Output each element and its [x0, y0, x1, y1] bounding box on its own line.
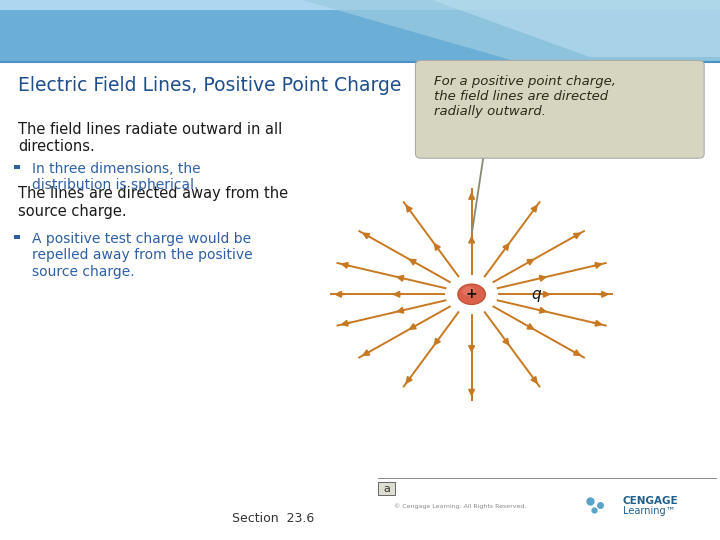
Text: In three dimensions, the
distribution is spherical.: In three dimensions, the distribution is…	[32, 162, 201, 192]
Polygon shape	[302, 0, 720, 62]
Circle shape	[457, 284, 486, 305]
Text: +: +	[466, 287, 477, 301]
Circle shape	[462, 286, 475, 296]
Text: Section  23.6: Section 23.6	[233, 512, 315, 525]
FancyBboxPatch shape	[14, 165, 20, 169]
Text: CENGAGE: CENGAGE	[623, 496, 678, 506]
Text: A positive test charge would be
repelled away from the positive
source charge.: A positive test charge would be repelled…	[32, 232, 253, 279]
Text: Learning™: Learning™	[623, 506, 675, 516]
Text: The field lines radiate outward in all
directions.: The field lines radiate outward in all d…	[18, 122, 282, 154]
Text: Electric Field Lines, Positive Point Charge: Electric Field Lines, Positive Point Cha…	[18, 76, 401, 94]
FancyBboxPatch shape	[415, 60, 704, 158]
Text: $q$: $q$	[531, 288, 542, 304]
FancyBboxPatch shape	[378, 482, 395, 495]
FancyBboxPatch shape	[0, 0, 720, 62]
Text: For a positive point charge,
the field lines are directed
radially outward.: For a positive point charge, the field l…	[434, 75, 616, 118]
Text: © Cengage Learning. All Rights Reserved.: © Cengage Learning. All Rights Reserved.	[394, 503, 526, 509]
Polygon shape	[432, 0, 720, 57]
FancyBboxPatch shape	[0, 0, 720, 10]
Circle shape	[459, 285, 485, 304]
Text: The lines are directed away from the
source charge.: The lines are directed away from the sou…	[18, 186, 288, 219]
FancyBboxPatch shape	[14, 235, 20, 239]
Text: a: a	[383, 484, 390, 494]
